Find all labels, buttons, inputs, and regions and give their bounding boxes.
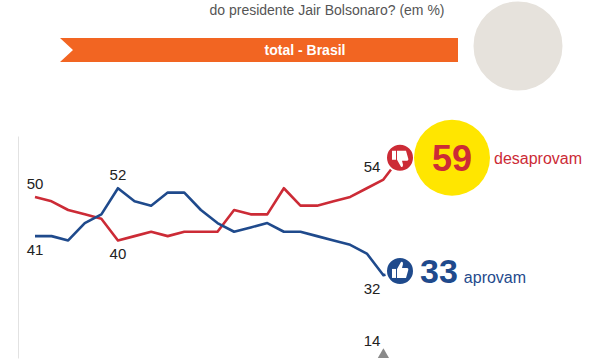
series-line <box>35 158 400 241</box>
thumb-cuff <box>392 151 396 160</box>
data-label: 50 <box>27 175 44 192</box>
annotations: 50 40 54 59 desaprovam 41 52 32 33 aprovam 14 <box>27 120 582 349</box>
data-label: 32 <box>364 280 381 297</box>
end-icon <box>386 257 414 285</box>
plot-area <box>35 158 400 358</box>
subtitle: total - Brasil <box>265 42 346 58</box>
series-marker <box>377 348 390 358</box>
y-axis-line <box>18 137 19 359</box>
title: do presidente Jair Bolsonaro? (em %) <box>209 2 444 18</box>
data-label: 14 <box>364 332 381 349</box>
y-axis <box>18 137 19 359</box>
data-label: 52 <box>110 166 127 183</box>
series-name: desaprovam <box>494 150 582 167</box>
thumb <box>397 151 408 167</box>
data-label: 40 <box>110 245 127 262</box>
chart-svg: do presidente Jair Bolsonaro? (em %) tota… <box>0 0 600 360</box>
highlight-circle <box>414 120 490 196</box>
series-name: aprovam <box>464 269 526 286</box>
thumb-cuff <box>392 269 396 278</box>
portrait <box>472 0 564 92</box>
end-icon <box>386 144 414 172</box>
data-label: 41 <box>27 241 44 258</box>
data-label-big: 59 <box>432 138 472 179</box>
subtitle-banner <box>60 38 458 62</box>
chart-container: do presidente Jair Bolsonaro? (em %) tota… <box>0 0 600 360</box>
end-marker <box>386 257 414 285</box>
thumb <box>397 262 408 278</box>
data-label: 54 <box>364 158 381 175</box>
end-marker <box>386 144 414 172</box>
data-label-big: 33 <box>420 252 458 290</box>
series-line <box>35 188 400 275</box>
